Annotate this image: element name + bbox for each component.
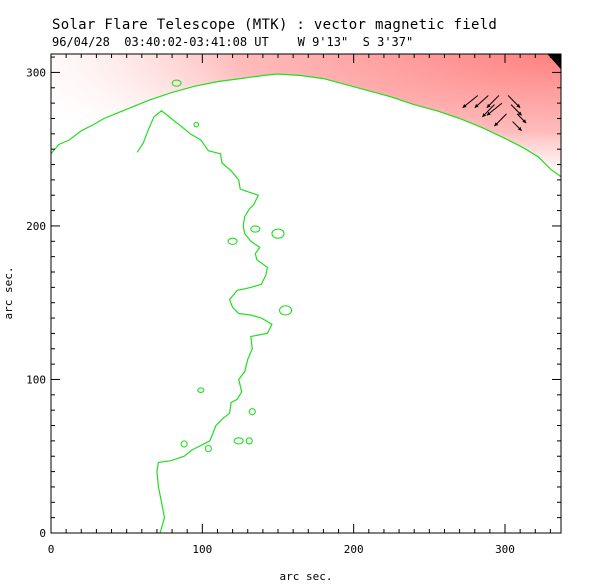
contour-island [250, 225, 261, 233]
x-tick-label: 100 [192, 543, 212, 556]
neutral-line-contour [136, 110, 273, 533]
vector-arrowhead [482, 113, 487, 117]
vector-arrowhead [486, 103, 491, 108]
y-tick-label: 300 [26, 66, 46, 79]
vector-arrowhead [517, 126, 522, 131]
contour-island [248, 408, 256, 416]
chart-subtitle: 96/04/28 03:40:02-03:41:08 UT W 9'13" S … [52, 35, 414, 49]
vector-arrowhead [474, 103, 479, 108]
contour-island [245, 437, 253, 445]
x-tick-label: 200 [344, 543, 364, 556]
corner-black-region [547, 54, 561, 70]
vector-layer [462, 95, 527, 132]
field-shade-region [51, 54, 561, 177]
plot-frame [50, 53, 562, 534]
vector-arrowhead [486, 111, 491, 116]
x-axis-label: arc sec. [280, 570, 333, 583]
vector-arrowhead [522, 119, 527, 124]
x-tick-label: 300 [495, 543, 515, 556]
axes: 0 100 200 300 0 100 200 300 [26, 53, 562, 556]
y-tick-label: 0 [39, 527, 46, 540]
contour-island [233, 437, 244, 445]
vector-arrowhead [517, 111, 522, 116]
chart-title: Solar Flare Telescope (MTK) : vector mag… [52, 17, 498, 33]
contour-layer [51, 73, 561, 533]
contour-island [204, 444, 212, 453]
field-shade [51, 54, 561, 177]
vector-arrowhead [494, 122, 499, 127]
contour-island [271, 228, 285, 239]
y-tick-label: 100 [26, 373, 46, 386]
contour-island [197, 387, 205, 394]
limb-contour [51, 73, 561, 178]
vector-arrowhead [516, 103, 521, 108]
contour-island [193, 121, 200, 128]
y-tick-label: 200 [26, 220, 46, 233]
vector-arrowhead [462, 104, 467, 108]
contour-island [180, 440, 188, 448]
x-tick-label: 0 [48, 543, 55, 556]
contour-island [278, 305, 293, 316]
contour-island [171, 79, 182, 87]
contour-island [227, 237, 238, 245]
y-axis-label: arc sec. [2, 267, 15, 320]
